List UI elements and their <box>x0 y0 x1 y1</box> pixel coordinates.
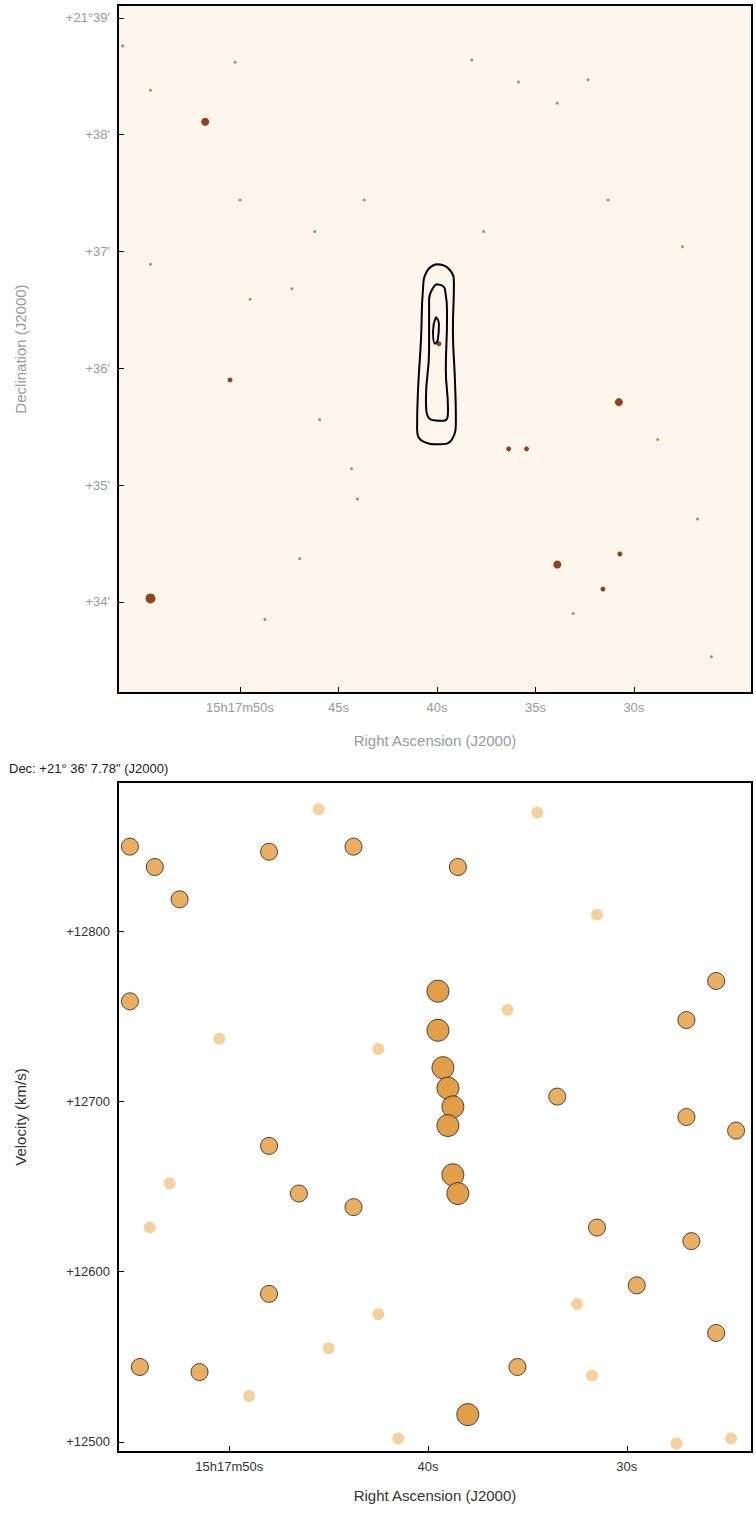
svg-text:Right Ascension (J2000): Right Ascension (J2000) <box>354 1487 517 1504</box>
svg-text:+36′: +36′ <box>86 361 111 376</box>
svg-text:35s: 35s <box>525 700 546 715</box>
svg-text:+12700: +12700 <box>66 1094 110 1109</box>
svg-text:+21°39′: +21°39′ <box>66 10 111 25</box>
svg-text:40s: 40s <box>426 700 447 715</box>
svg-text:30s: 30s <box>623 700 644 715</box>
svg-text:+34′: +34′ <box>86 594 111 609</box>
svg-text:15h17m50s: 15h17m50s <box>195 1459 263 1474</box>
svg-text:15h17m50s: 15h17m50s <box>206 700 274 715</box>
svg-text:45s: 45s <box>328 700 349 715</box>
svg-text:40s: 40s <box>418 1459 439 1474</box>
svg-text:+12600: +12600 <box>66 1264 110 1279</box>
svg-text:+12500: +12500 <box>66 1434 110 1449</box>
svg-text:Declination (J2000): Declination (J2000) <box>12 284 29 413</box>
svg-text:Dec: +21° 36' 7.78" (J2000): Dec: +21° 36' 7.78" (J2000) <box>9 761 168 776</box>
svg-text:Velocity (km/s): Velocity (km/s) <box>12 1068 29 1166</box>
svg-text:+35′: +35′ <box>86 478 111 493</box>
svg-text:Right Ascension (J2000): Right Ascension (J2000) <box>354 732 517 749</box>
svg-text:+12800: +12800 <box>66 924 110 939</box>
svg-text:+38′: +38′ <box>86 127 111 142</box>
svg-text:30s: 30s <box>616 1459 637 1474</box>
svg-text:+37′: +37′ <box>86 244 111 259</box>
